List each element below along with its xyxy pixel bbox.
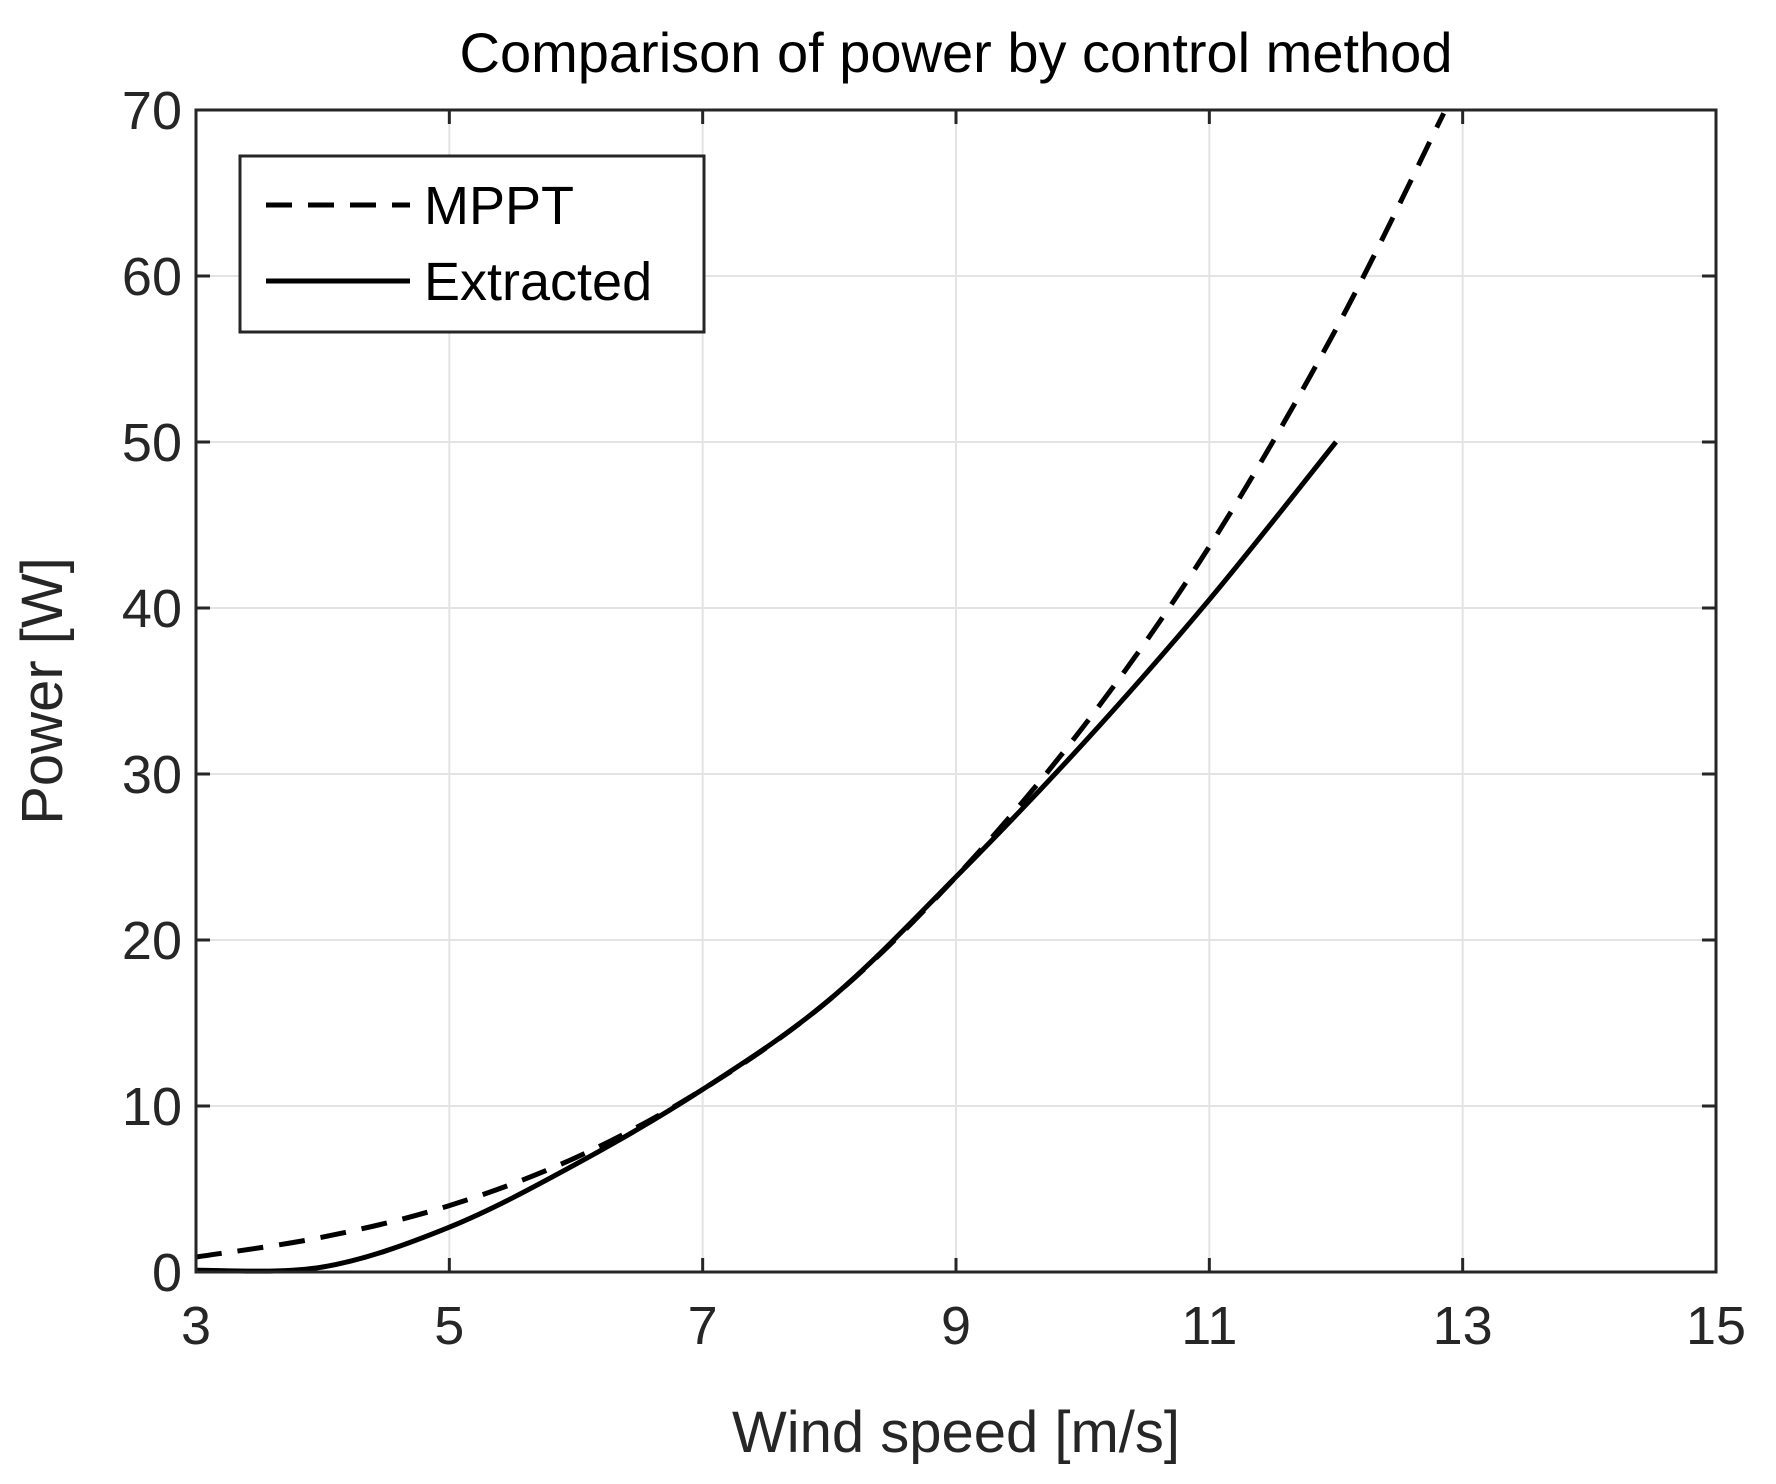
y-tick-label-40: 40 [122, 579, 182, 639]
legend-mppt-label: MPPT [424, 176, 574, 236]
y-tick-label-30: 30 [122, 745, 182, 805]
y-tick-label-50: 50 [122, 413, 182, 473]
axis-ticks: 3 5 7 9 11 13 15 0 10 20 30 40 50 60 70 [122, 81, 1746, 1356]
series-lines [195, 112, 1446, 1274]
x-tick-label-9: 9 [941, 1296, 971, 1356]
y-tick-label-20: 20 [122, 911, 182, 971]
x-tick-label-7: 7 [688, 1296, 718, 1356]
grid-lines [196, 110, 1716, 1272]
y-tick-label-0: 0 [152, 1243, 182, 1303]
legend: MPPT Extracted [238, 154, 706, 334]
legend-extracted-label: Extracted [424, 252, 652, 312]
y-tick-label-60: 60 [122, 247, 182, 307]
legend-box [238, 154, 706, 334]
y-tick-label-70: 70 [122, 81, 182, 141]
chart-title: Comparison of power by control method [460, 21, 1453, 84]
x-tick-label-13: 13 [1433, 1296, 1493, 1356]
x-tick-label-15: 15 [1686, 1296, 1746, 1356]
x-tick-label-5: 5 [434, 1296, 464, 1356]
x-tick-label-11: 11 [1181, 1296, 1237, 1356]
y-axis-label: Power [W] [10, 557, 75, 825]
x-axis-label: Wind speed [m/s] [732, 1400, 1180, 1465]
series-line-extracted [195, 440, 1338, 1274]
y-tick-label-10: 10 [122, 1077, 182, 1137]
x-tick-label-3: 3 [181, 1296, 211, 1356]
